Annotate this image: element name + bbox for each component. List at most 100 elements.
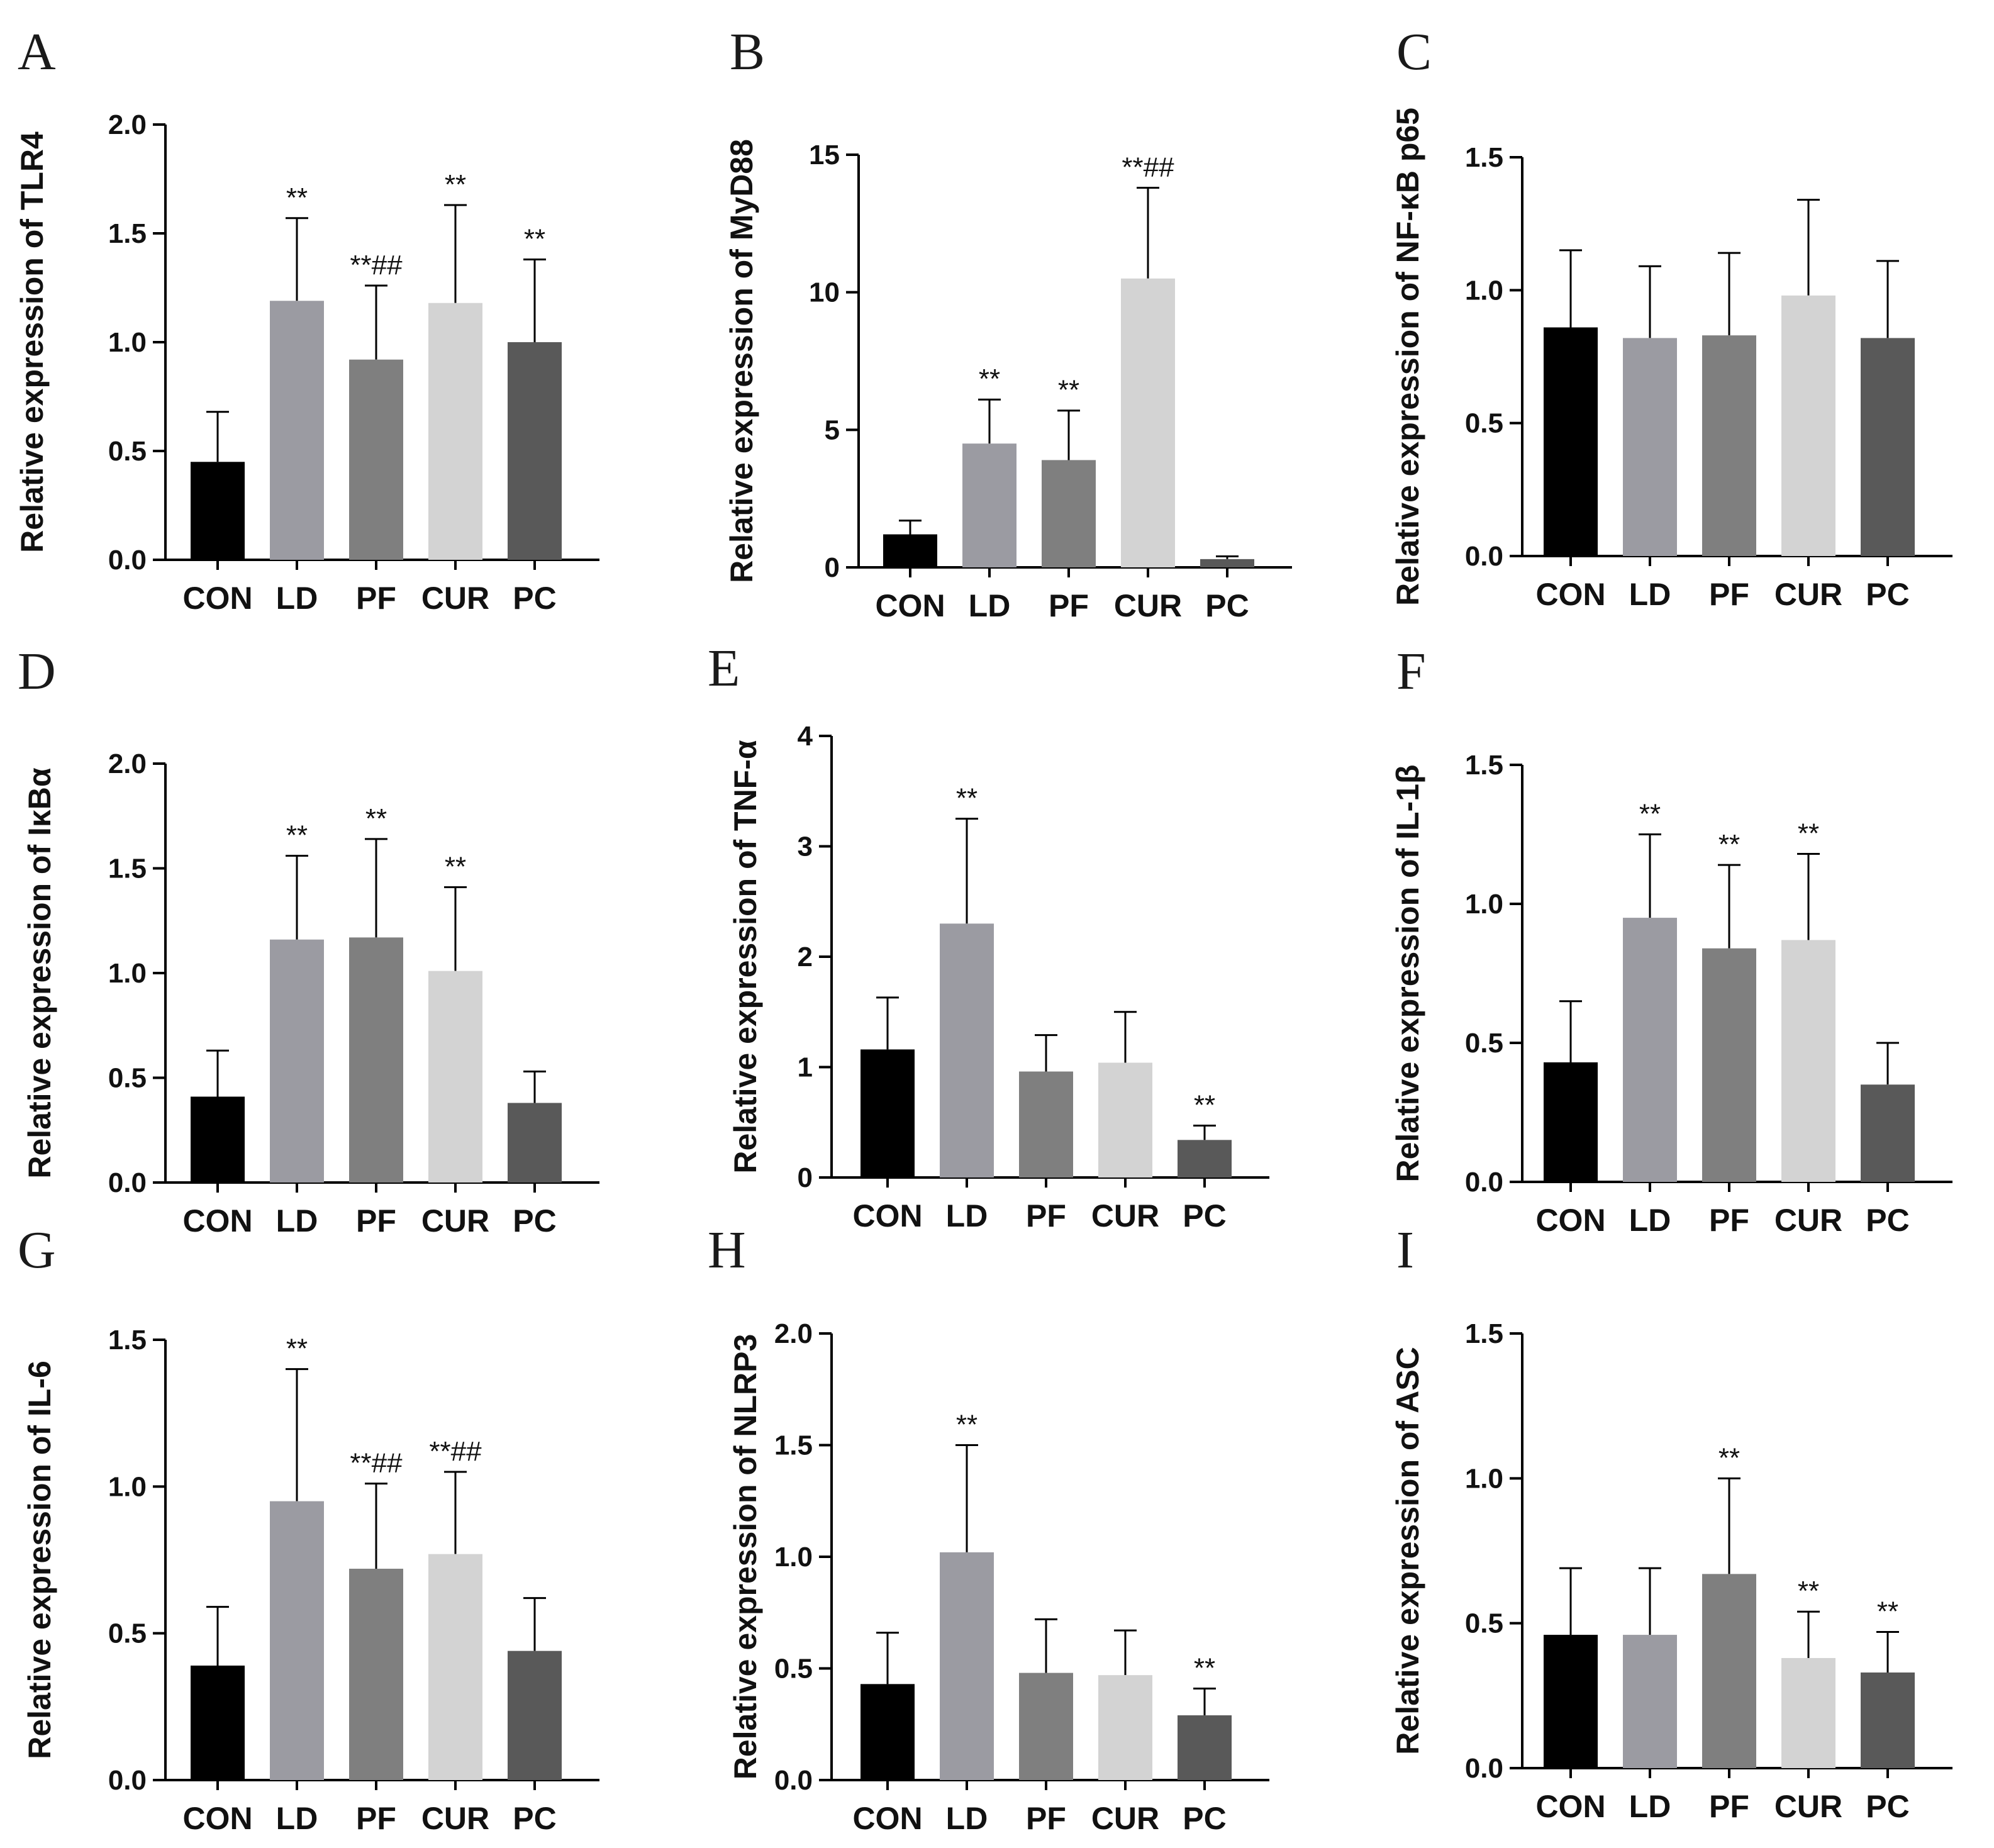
significance-annotation-cur: ** — [1798, 818, 1819, 849]
chart-panel-D: D Relative expression of IκBα 0.0 0.5 1.0 1.5… — [18, 642, 599, 1238]
x-tick-label-con: CON — [852, 1198, 922, 1233]
y-tick-label: 0.5 — [1465, 1608, 1503, 1639]
significance-annotation-pc: ** — [1194, 1652, 1215, 1683]
x-tick-label-pf: PF — [1709, 577, 1749, 612]
bar-pc — [508, 1650, 562, 1780]
x-tick-label-pc: PC — [1866, 577, 1909, 612]
bar-pf — [349, 937, 403, 1183]
panel-letter: C — [1396, 23, 1432, 81]
bar-cur — [1781, 295, 1835, 556]
significance-annotation-pf: ** — [1058, 375, 1079, 406]
bar-pc — [1861, 1084, 1915, 1182]
x-tick-label-con: CON — [182, 1801, 252, 1836]
panel-letter: H — [708, 1221, 746, 1279]
y-tick-label: 3 — [798, 832, 813, 862]
chart-panel-B: B Relative expression of MyD88 0 5 10 15 CON **… — [724, 23, 1292, 623]
chart-panel-G: G Relative expression of IL-6 0.0 0.5 1.0 1.5… — [18, 1221, 599, 1836]
significance-annotation-pc: ** — [1877, 1596, 1898, 1627]
y-tick-label: 2.0 — [774, 1318, 813, 1349]
y-axis-title: Relative expression of NLRP3 — [728, 1334, 763, 1780]
bar-cur — [1121, 278, 1175, 567]
bar-cur — [428, 1554, 482, 1780]
x-tick-label-pf: PF — [356, 1801, 396, 1836]
x-tick-label-ld: LD — [276, 581, 318, 616]
chart-panel-A: A Relative expression of TLR4 0.0 0.5 1.0 1.5… — [14, 23, 599, 616]
panel-letter: B — [730, 23, 765, 81]
significance-annotation-ld: ** — [1639, 799, 1661, 830]
y-axis-title: Relative expression of ASC — [1390, 1347, 1425, 1754]
significance-annotation-cur: ** — [445, 851, 466, 882]
y-axis-title: Relative expression of NF-κB p65 — [1390, 108, 1425, 606]
bar-con — [861, 1684, 915, 1780]
x-tick-label-cur: CUR — [1774, 1789, 1842, 1824]
y-tick-label: 1.5 — [1465, 750, 1503, 781]
bar-cur — [428, 303, 482, 560]
x-tick-label-ld: LD — [276, 1801, 318, 1836]
panel-letter: I — [1396, 1221, 1414, 1279]
y-tick-label: 1.5 — [1465, 1318, 1503, 1349]
y-axis-title: Relative expression of IL-1β — [1390, 764, 1425, 1182]
y-tick-label: 0 — [825, 552, 840, 583]
significance-annotation-pf: ** — [365, 803, 387, 834]
bar-con — [883, 534, 937, 567]
x-tick-label-pc: PC — [1183, 1801, 1226, 1836]
y-tick-label: 1.5 — [108, 854, 147, 884]
x-tick-label-ld: LD — [1629, 577, 1671, 612]
x-tick-label-cur: CUR — [1774, 1203, 1842, 1238]
bar-con — [861, 1049, 915, 1177]
bar-cur — [1781, 1657, 1835, 1768]
significance-annotation-ld: ** — [979, 364, 1000, 394]
bar-con — [191, 1666, 245, 1780]
bar-ld — [1623, 338, 1677, 556]
bar-pc — [1200, 559, 1254, 567]
bar-con — [191, 1096, 245, 1183]
x-tick-label-cur: CUR — [421, 1203, 489, 1238]
significance-annotation-pf: ** — [1718, 1442, 1740, 1473]
significance-annotation-ld: ** — [286, 820, 308, 851]
panel-letter: F — [1396, 642, 1426, 701]
y-tick-label: 1.5 — [774, 1430, 813, 1461]
panel-letter: D — [18, 642, 56, 701]
chart-panel-H: H Relative expression of NLRP3 0.0 0.5 1.0 1.… — [708, 1221, 1269, 1836]
bar-pc — [508, 342, 562, 560]
significance-annotation-pf: **## — [350, 1448, 403, 1479]
x-tick-label-pf: PF — [1709, 1789, 1749, 1824]
y-tick-label: 1.5 — [1465, 142, 1503, 173]
significance-annotation-pc: ** — [1194, 1090, 1215, 1121]
y-tick-label: 1.0 — [108, 958, 147, 989]
bar-pc — [1861, 1672, 1915, 1768]
bar-pc — [508, 1103, 562, 1183]
bar-pf — [1019, 1673, 1073, 1780]
x-tick-label-cur: CUR — [1091, 1801, 1159, 1836]
bar-cur — [428, 971, 482, 1183]
significance-annotation-ld: ** — [956, 783, 978, 814]
bar-pf — [1019, 1071, 1073, 1177]
y-tick-label: 10 — [809, 277, 840, 308]
x-tick-label-con: CON — [1535, 1203, 1605, 1238]
y-tick-label: 1.0 — [108, 1471, 147, 1502]
y-tick-label: 0 — [798, 1162, 813, 1193]
x-tick-label-pc: PC — [513, 1801, 556, 1836]
bar-ld — [270, 301, 324, 560]
y-tick-label: 4 — [798, 721, 813, 752]
y-tick-label: 1.0 — [1465, 1463, 1503, 1494]
bar-con — [191, 462, 245, 560]
significance-annotation-pf: **## — [350, 250, 403, 281]
y-tick-label: 1.0 — [1465, 275, 1503, 306]
bar-ld — [1623, 1635, 1677, 1768]
y-tick-label: 1.5 — [108, 218, 147, 249]
y-tick-label: 0.0 — [108, 545, 147, 576]
x-tick-label-pf: PF — [1049, 588, 1089, 623]
bar-ld — [940, 923, 994, 1177]
chart-panel-C: C Relative expression of NF-κB p65 0.0 0.5 1… — [1390, 23, 1952, 612]
bar-con — [1544, 1062, 1598, 1182]
y-axis-title: Relative expression of IκBα — [22, 767, 57, 1179]
x-tick-label-ld: LD — [276, 1203, 318, 1238]
significance-annotation-cur: **## — [429, 1436, 482, 1467]
bar-pc — [1861, 338, 1915, 556]
x-tick-label-con: CON — [182, 1203, 252, 1238]
y-axis-title: Relative expression of TNF-α — [728, 740, 763, 1173]
y-tick-label: 1.0 — [1465, 889, 1503, 920]
x-tick-label-ld: LD — [946, 1198, 988, 1233]
bar-ld — [962, 443, 1016, 567]
